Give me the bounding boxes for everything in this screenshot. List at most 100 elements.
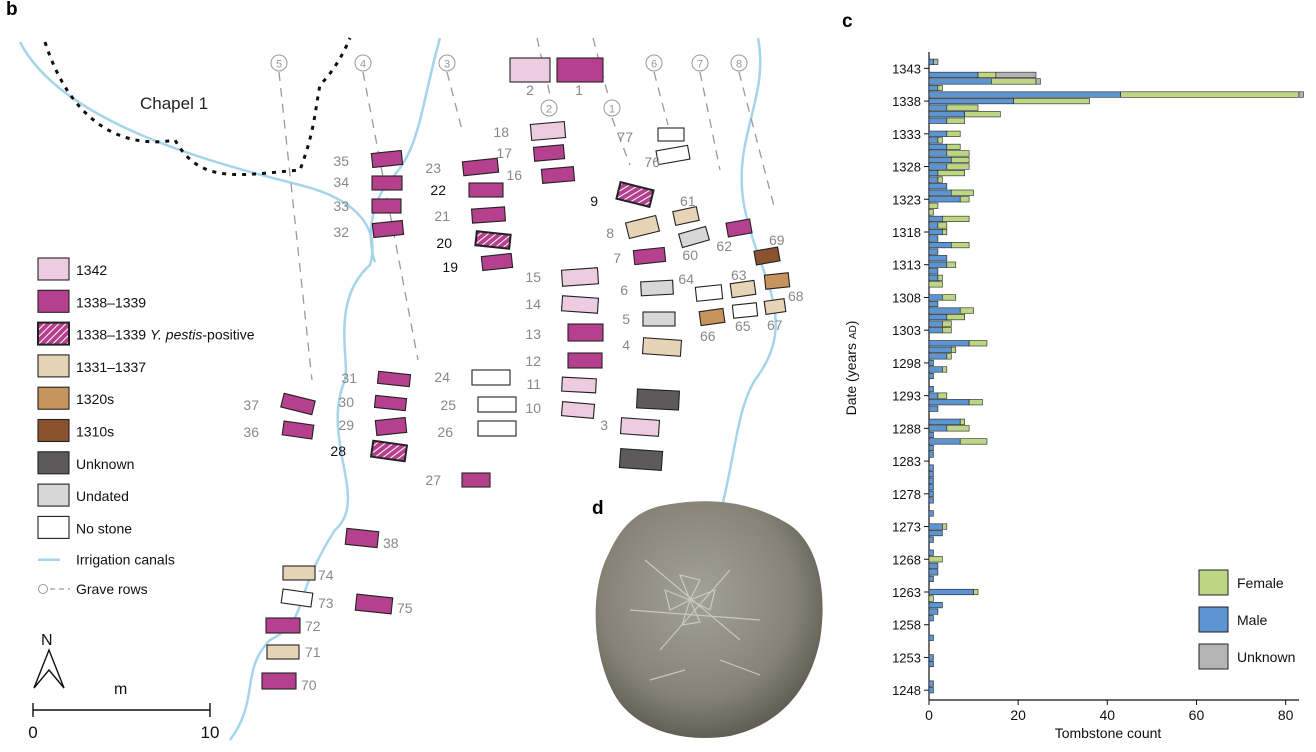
grave-1	[556, 57, 604, 83]
grave-5	[642, 311, 676, 327]
chart-xtick-label: 80	[1278, 707, 1294, 723]
grave-71	[266, 644, 300, 660]
bar-female-1288	[946, 425, 970, 432]
grave-12	[567, 352, 603, 369]
chart-ytick-label: 1318	[892, 225, 921, 240]
grave-label-73: 73	[318, 595, 334, 611]
bar-male-1275	[928, 510, 934, 517]
bar-male-1305	[928, 314, 948, 321]
bar-male-1279	[928, 484, 934, 491]
row-marker-label: 7	[697, 59, 703, 71]
bar-female-1310	[928, 281, 943, 288]
grave-label-21: 21	[434, 208, 450, 224]
grave-69	[753, 246, 781, 266]
bar-male-1341	[928, 78, 992, 85]
bar-male-1261	[928, 602, 943, 609]
grave-label-3: 3	[600, 417, 608, 433]
row-marker-label: 8	[736, 59, 742, 71]
bar-male-1265	[928, 575, 934, 582]
grave-label-7: 7	[613, 250, 621, 266]
chart-ylabel-end: )	[843, 321, 859, 326]
grave-34	[371, 175, 403, 191]
chart-ytick-label: 1308	[892, 290, 921, 305]
grave-label-37: 37	[243, 397, 259, 413]
bar-male-1318	[928, 228, 943, 236]
legend-label-1338-1339: 1338–1339	[76, 294, 146, 310]
grave-label-61: 61	[680, 193, 696, 209]
bar-male-1329	[928, 156, 952, 164]
legend-swatch-undated	[37, 483, 70, 507]
grave-76	[655, 144, 691, 166]
bar-male-1324	[928, 189, 952, 196]
grave-73	[280, 588, 314, 608]
bar-male-1307	[928, 300, 939, 308]
grave-label-64: 64	[678, 271, 694, 287]
grave-label-74: 74	[318, 567, 334, 583]
row-marker-label: 4	[360, 59, 366, 71]
chart-ytick-label: 1303	[892, 323, 921, 338]
bar-male-1288	[928, 425, 948, 432]
grave-31	[376, 370, 412, 388]
bar-male-1336	[928, 111, 965, 118]
legend-label-ypestis: 1338–1339 Y. pestis-positive	[76, 327, 255, 343]
grave-8	[624, 214, 661, 240]
grave-77	[657, 127, 685, 142]
grave-label-67: 67	[767, 317, 783, 333]
grave-27	[461, 472, 491, 488]
bar-male-1331	[928, 143, 948, 150]
chart-ytick-label: 1343	[892, 61, 921, 76]
grave-18	[529, 120, 567, 142]
grave-33	[371, 198, 402, 214]
grave-label-75: 75	[397, 600, 413, 616]
bar-female-1338	[1013, 98, 1090, 105]
grave-38	[344, 527, 380, 549]
grave-label-71: 71	[305, 644, 321, 660]
bar-male-1335	[928, 117, 948, 124]
bar-male-1282	[928, 464, 934, 471]
bar-female-1304	[942, 320, 952, 327]
grave-label-20: 20	[436, 235, 452, 251]
grave-24	[471, 369, 511, 386]
legend-swatch-1338-1339	[37, 289, 70, 313]
bar-female-1322	[928, 202, 939, 209]
north-arrow-icon	[33, 648, 65, 689]
grave-28	[369, 439, 409, 463]
legend-label-undated: Undated	[76, 488, 129, 504]
grave-label-31: 31	[341, 370, 357, 386]
grave-66	[698, 307, 726, 327]
bar-male-1277	[928, 497, 934, 504]
bar-female-1323	[959, 196, 970, 203]
grave-rows	[278, 37, 776, 381]
bar-female-1340	[937, 84, 943, 92]
bar-male-1332	[928, 137, 939, 144]
bar-male-1281	[928, 471, 934, 478]
chart-xtick-label: 20	[1010, 707, 1026, 723]
chart-xtick-label: 60	[1189, 707, 1205, 723]
row-marker-label: 1	[609, 104, 615, 116]
bar-female-1301	[968, 340, 988, 347]
bar-male-1267	[928, 562, 939, 569]
bar-female-1297	[942, 366, 948, 373]
row-marker-label: 3	[444, 59, 450, 71]
bar-male-1271	[928, 536, 934, 543]
bar-male-1317	[928, 235, 939, 242]
grave-label-35: 35	[333, 153, 349, 169]
grave-36	[281, 420, 315, 440]
grave-35	[370, 149, 404, 169]
bar-male-1299	[928, 353, 948, 360]
bar-male-1253	[928, 654, 934, 661]
bar-male-1269	[928, 549, 934, 556]
grave-label-15: 15	[525, 269, 541, 285]
grave-3	[619, 417, 661, 437]
bar-male-1248	[928, 687, 934, 694]
bar-male-1327	[928, 170, 939, 177]
grave-15	[560, 267, 600, 287]
bar-male-1344	[928, 58, 934, 65]
tombstone-stone	[595, 501, 823, 739]
panel-label-c: c	[842, 11, 853, 32]
legend-label-1320s: 1320s	[76, 391, 114, 407]
bar-male-1325	[928, 183, 948, 190]
legend-swatch-nostone	[37, 515, 70, 539]
chart-ytick-label: 1298	[892, 356, 921, 371]
bar-male-1330	[928, 150, 948, 157]
